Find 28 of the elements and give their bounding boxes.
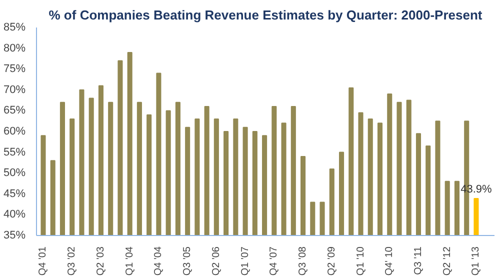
x-tick-label: Q3 '02	[66, 246, 78, 276]
y-tick-label: 50%	[3, 167, 26, 180]
y-tick-label: 45%	[3, 188, 26, 200]
x-tick-label: Q2 '12	[442, 246, 453, 276]
y-tick-label: 70%	[3, 84, 26, 96]
x-tick-label: Q1 '10	[355, 246, 366, 276]
y-tick-label: 55%	[3, 146, 26, 158]
x-tick-label: Q1 '07	[240, 246, 251, 276]
x-tick-label: Q4' 10	[384, 246, 396, 276]
y-tick-label: 60%	[3, 126, 26, 138]
y-tick-label: 65%	[3, 104, 26, 117]
x-tick-label: Q3 '05	[182, 246, 194, 276]
y-tick-label: 40%	[3, 208, 26, 221]
chart-title: % of Companies Beating Revenue Estimates by Quarter: 2000-Present	[48, 8, 483, 22]
x-tick-label: Q4 '01	[38, 246, 49, 276]
x-tick-label: Q2 '06	[210, 246, 222, 276]
x-tick-label: Q1 '13	[470, 246, 482, 276]
x-tick-label: Q3 '11	[412, 246, 424, 275]
y-tick-label: 35%	[3, 230, 26, 242]
x-tick-label: Q2 '09	[326, 246, 338, 276]
x-tick-label: Q1 '04	[124, 246, 136, 276]
x-tick-label: Q4 '07	[268, 246, 280, 276]
y-tick-label: 80%	[3, 42, 26, 54]
y-tick-label: 75%	[3, 63, 26, 76]
x-tick-label: Q3 '08	[298, 246, 309, 276]
x-tick-label: Q2 '03	[95, 246, 106, 276]
x-tick-label: Q4 '04	[153, 246, 164, 276]
y-tick-label: 85%	[3, 22, 26, 34]
